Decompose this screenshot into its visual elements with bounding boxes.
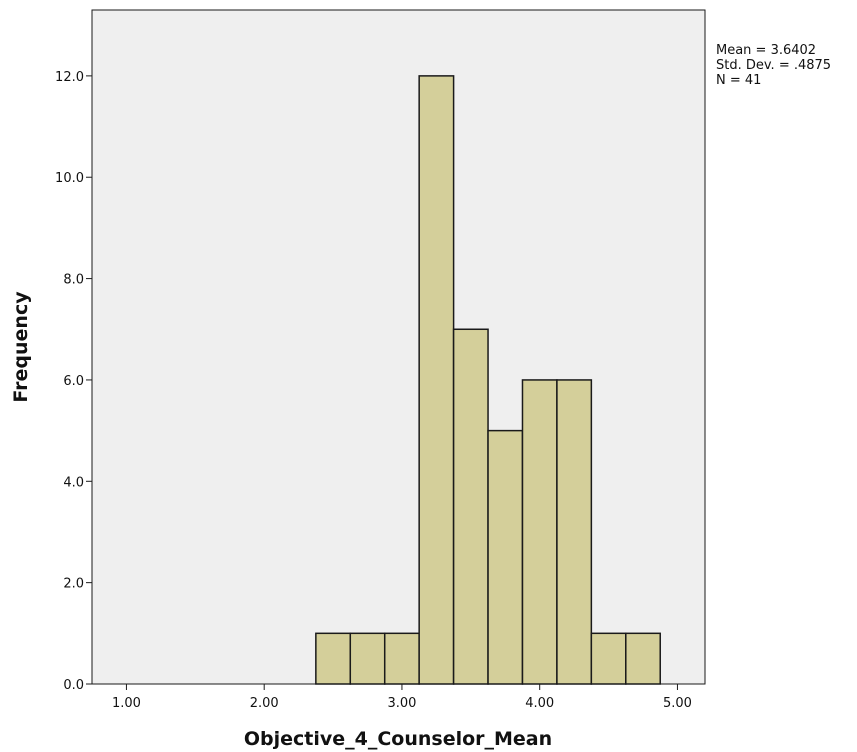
stats-std-dev: Std. Dev. = .4875 <box>716 58 831 73</box>
histogram-bar-6 <box>487 429 524 685</box>
histogram-bar-9 <box>590 632 627 685</box>
x-axis-title: Objective_4_Counselor_Mean <box>244 728 552 750</box>
x-tick-label: 4.00 <box>525 696 554 711</box>
x-tick-label: 1.00 <box>112 696 141 711</box>
y-tick-label: 2.0 <box>63 577 84 592</box>
histogram-bar-2 <box>349 632 386 685</box>
histogram-bar-1 <box>315 632 352 685</box>
y-tick-label: 6.0 <box>63 374 84 389</box>
histogram-bar-4 <box>418 75 455 685</box>
y-tick-label: 4.0 <box>63 475 84 490</box>
y-tick-label: 0.0 <box>63 678 84 693</box>
x-tick-label: 5.00 <box>663 696 692 711</box>
y-axis-title: Frequency <box>10 291 32 403</box>
stats-n: N = 41 <box>716 73 761 88</box>
y-tick-label: 8.0 <box>63 273 84 288</box>
histogram-bar-3 <box>383 632 420 685</box>
x-tick-label: 3.00 <box>387 696 416 711</box>
y-tick-label: 12.0 <box>55 70 84 85</box>
x-axis: 1.00 2.00 3.00 4.00 5.00 <box>112 684 692 711</box>
plot-area <box>91 9 706 685</box>
bars-layer <box>315 75 661 685</box>
histogram-bar-8 <box>556 379 593 685</box>
stats-mean: Mean = 3.6402 <box>716 43 816 58</box>
x-tick-label: 2.00 <box>250 696 279 711</box>
y-axis: 0.0 2.0 4.0 6.0 8.0 10.0 12.0 <box>55 70 92 693</box>
histogram-bar-10 <box>625 632 661 685</box>
histogram-bar-7 <box>521 379 558 685</box>
y-tick-label: 10.0 <box>55 171 84 186</box>
histogram-bar-5 <box>452 328 489 685</box>
